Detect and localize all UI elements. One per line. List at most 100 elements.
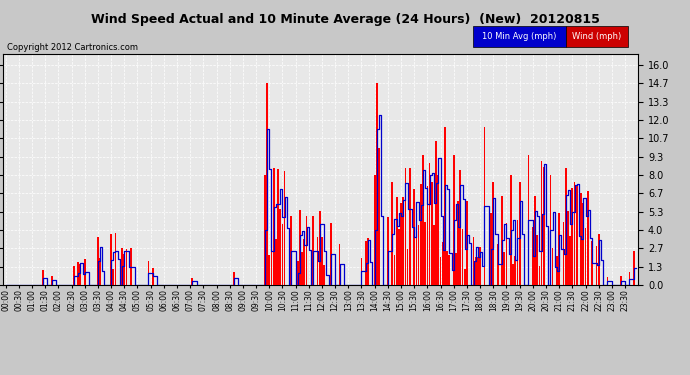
Bar xyxy=(110,234,112,285)
Bar xyxy=(466,201,468,285)
Bar xyxy=(404,168,406,285)
Bar xyxy=(275,239,277,285)
Bar xyxy=(277,169,279,285)
Bar xyxy=(367,238,369,285)
Bar xyxy=(442,242,444,285)
Bar xyxy=(330,223,332,285)
Bar xyxy=(284,171,286,285)
Bar xyxy=(446,251,448,285)
Bar xyxy=(552,249,553,285)
Bar xyxy=(584,228,586,285)
Bar xyxy=(264,175,266,285)
Text: 10 Min Avg (mph): 10 Min Avg (mph) xyxy=(482,32,556,41)
Bar xyxy=(84,259,86,285)
Bar xyxy=(562,222,564,285)
Bar xyxy=(444,127,446,285)
Bar xyxy=(376,83,377,285)
Bar xyxy=(365,241,367,285)
Bar xyxy=(576,186,578,285)
Bar xyxy=(538,266,540,285)
Bar xyxy=(633,251,635,285)
Bar xyxy=(112,269,114,285)
Bar xyxy=(629,272,631,285)
Bar xyxy=(279,210,281,285)
Bar xyxy=(152,268,154,285)
Bar xyxy=(435,141,437,285)
Bar xyxy=(317,237,318,285)
Bar xyxy=(565,168,566,285)
Bar xyxy=(512,264,514,285)
Bar xyxy=(396,197,397,285)
Bar xyxy=(431,182,433,285)
Bar xyxy=(571,188,573,285)
Bar xyxy=(42,270,44,285)
Bar xyxy=(490,213,492,285)
Bar xyxy=(501,196,503,285)
Bar xyxy=(297,261,299,285)
Bar xyxy=(77,262,79,285)
Bar xyxy=(266,83,268,285)
Bar xyxy=(543,166,544,285)
Bar xyxy=(299,210,301,285)
Bar xyxy=(306,216,308,285)
Bar xyxy=(484,127,485,285)
Bar xyxy=(398,229,400,285)
Bar xyxy=(393,255,395,285)
Bar xyxy=(480,247,481,285)
Bar xyxy=(506,223,507,285)
Bar xyxy=(567,211,569,285)
Bar xyxy=(148,261,149,285)
Bar xyxy=(493,182,494,285)
Bar xyxy=(532,227,533,285)
Bar xyxy=(302,252,303,285)
Bar xyxy=(378,148,380,285)
Bar xyxy=(79,264,81,285)
Bar xyxy=(73,267,75,285)
Bar xyxy=(598,234,600,285)
Bar xyxy=(437,175,440,285)
Bar xyxy=(424,222,426,285)
Bar xyxy=(519,182,520,285)
Bar xyxy=(426,186,428,285)
Bar xyxy=(591,241,593,285)
Bar xyxy=(304,239,305,285)
Bar xyxy=(569,236,571,285)
Bar xyxy=(319,211,321,285)
Bar xyxy=(290,216,292,285)
Bar xyxy=(457,201,459,285)
Bar xyxy=(475,257,477,285)
Bar xyxy=(387,217,388,285)
Bar xyxy=(514,256,516,285)
Bar xyxy=(402,197,404,285)
Bar xyxy=(321,237,323,285)
Bar xyxy=(587,192,589,285)
Bar xyxy=(420,184,422,285)
Bar xyxy=(448,255,451,285)
Bar xyxy=(573,182,575,285)
Bar xyxy=(510,175,512,285)
Bar xyxy=(273,168,275,285)
Bar xyxy=(440,257,442,285)
Bar xyxy=(313,216,314,285)
Bar xyxy=(282,224,284,285)
Bar xyxy=(422,154,424,285)
Bar xyxy=(51,276,52,285)
Text: Wind (mph): Wind (mph) xyxy=(572,32,622,41)
Bar xyxy=(477,257,479,285)
Bar xyxy=(268,255,270,285)
Bar xyxy=(580,193,582,285)
Bar xyxy=(130,249,132,285)
Bar xyxy=(270,247,273,285)
Bar xyxy=(460,170,461,285)
Bar xyxy=(556,256,558,285)
Bar xyxy=(534,196,536,285)
Bar xyxy=(417,225,420,285)
Text: Wind Speed Actual and 10 Minute Average (24 Hours)  (New)  20120815: Wind Speed Actual and 10 Minute Average … xyxy=(90,13,600,26)
Bar xyxy=(97,237,99,285)
Bar xyxy=(121,248,123,285)
Bar xyxy=(324,265,325,285)
Bar xyxy=(558,213,560,285)
Bar xyxy=(497,244,499,285)
Bar xyxy=(582,202,584,285)
Bar xyxy=(473,237,475,285)
